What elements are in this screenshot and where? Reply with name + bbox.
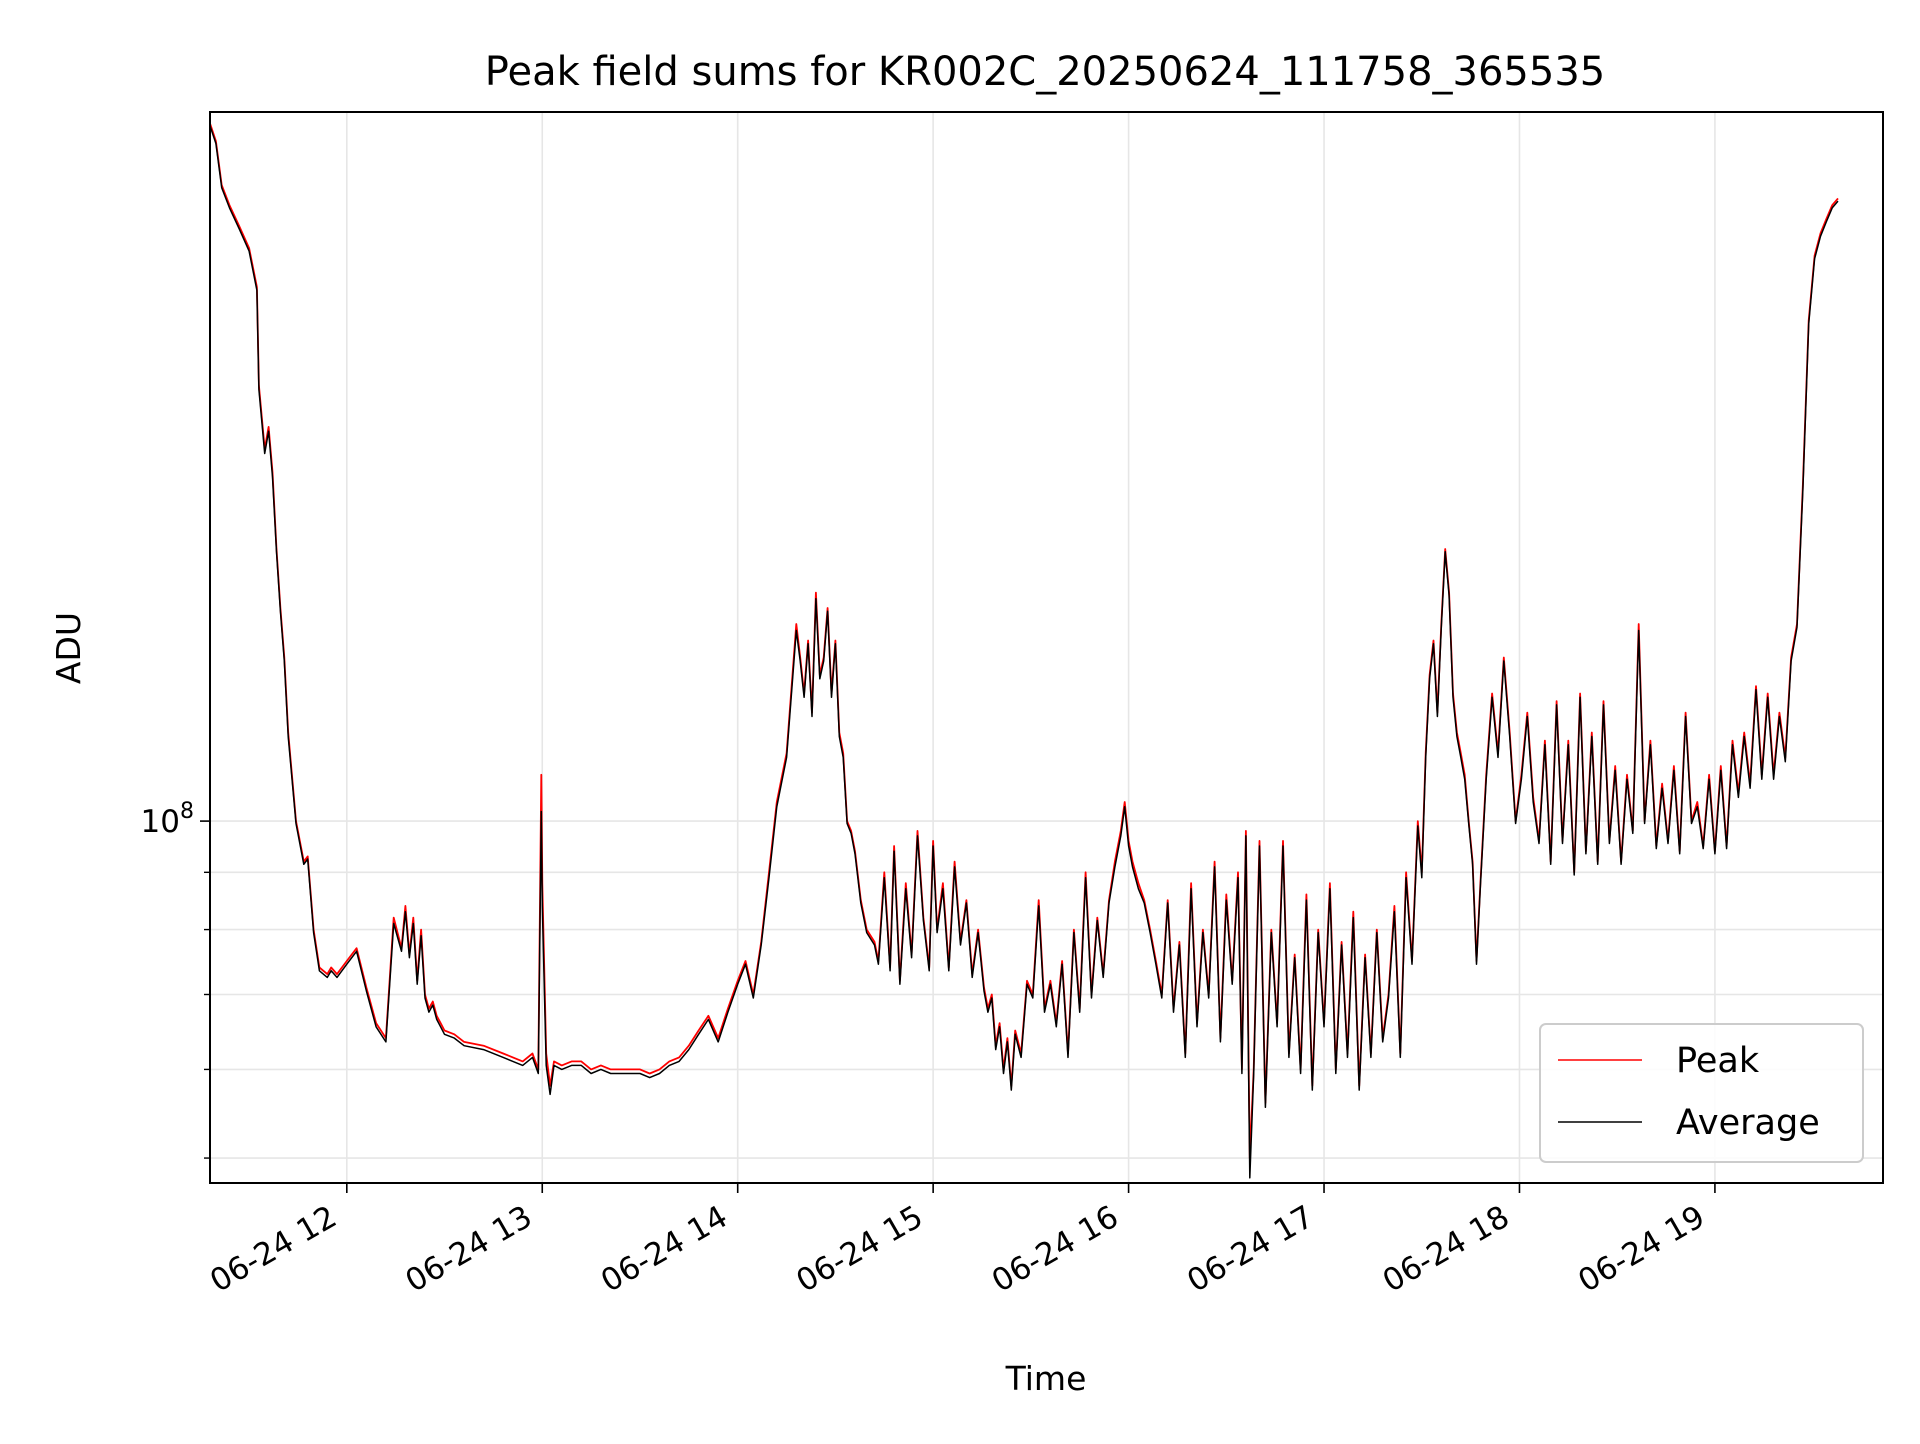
series-line-average [210, 125, 1839, 1179]
legend: Peak Average [1539, 1023, 1864, 1163]
legend-box [1539, 1023, 1864, 1163]
legend-label-peak: Peak [1676, 1041, 1760, 1081]
y-axis: 108 [141, 799, 210, 1159]
y-axis-label: ADU [49, 612, 88, 684]
plot-frame [209, 111, 1884, 1184]
plot-area [210, 123, 1839, 1179]
x-axis-label: Time [1005, 1359, 1087, 1398]
legend-label-average: Average [1676, 1103, 1820, 1143]
y-tick-label: 108 [141, 799, 194, 840]
chart-title: Peak field sums for KR002C_20250624_1117… [485, 49, 1605, 95]
